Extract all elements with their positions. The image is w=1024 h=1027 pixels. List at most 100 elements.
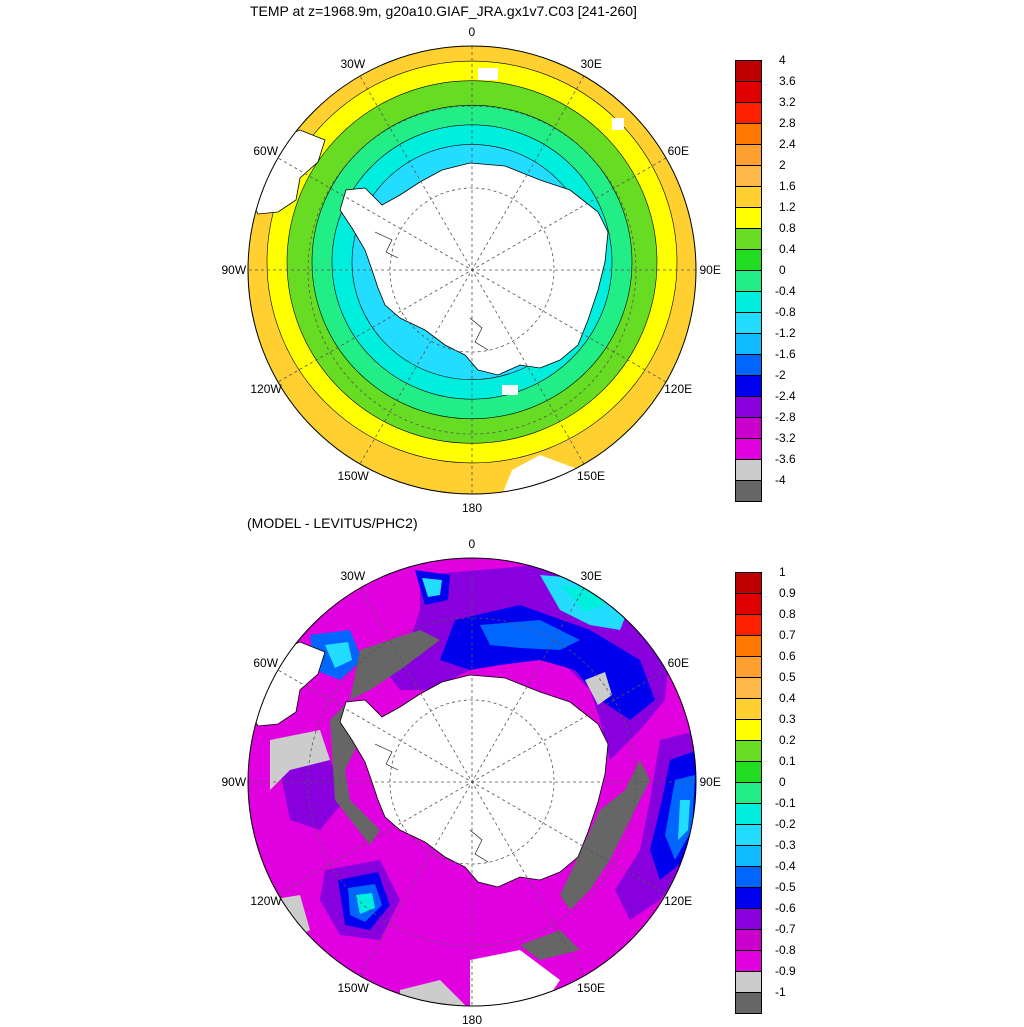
top-map-border [247,45,697,495]
colorbar-swatch [735,635,762,657]
longitude-label: 30E [580,56,602,71]
colorbar-swatch [735,908,762,930]
colorbar-swatch [735,614,762,636]
colorbar-swatch [735,207,762,229]
longitude-label: 180 [462,1013,483,1027]
colorbar-tick-label: 4 [779,53,786,67]
colorbar-swatch [735,438,762,460]
colorbar-swatch [735,929,762,951]
colorbar-swatch [735,417,762,439]
colorbar-swatch [735,698,762,720]
colorbar-tick-label: 0.9 [779,586,796,600]
colorbar-swatch [735,354,762,376]
meridian-line [359,587,585,977]
colorbar-tick-label: 2.4 [779,137,796,151]
colorbar-swatch [735,572,762,594]
colorbar-swatch [735,228,762,250]
longitude-label: 90W [221,775,247,789]
colorbar-tick-label: -0.9 [775,964,796,978]
colorbar-swatch [735,677,762,699]
top-polar-map [248,46,696,494]
colorbar-tick-label: -1 [775,985,786,999]
colorbar-swatch [735,845,762,867]
longitude-label: 150E [577,981,606,996]
bottom-map-border [247,557,697,1007]
colorbar-tick-label: 3.6 [779,74,796,88]
colorbar-tick-label: -0.3 [775,838,796,852]
colorbar-tick-label: -2.8 [775,410,796,424]
colorbar-tick-label: 1.2 [779,200,796,214]
colorbar-tick-label: 0 [779,775,786,789]
longitude-label: 60E [667,656,689,670]
longitude-label: 0 [468,25,476,39]
colorbar-tick-label: -3.2 [775,431,796,445]
colorbar-tick-label: -4 [775,473,786,487]
longitude-label: 120W [250,894,282,908]
colorbar-tick-label: -1.6 [775,347,796,361]
colorbar-swatch [735,887,762,909]
colorbar-tick-label: 2 [779,158,786,172]
colorbar-swatch [735,740,762,762]
colorbar-swatch [735,291,762,313]
longitude-label: 30W [340,568,366,583]
colorbar-tick-label: 0.8 [779,221,796,235]
colorbar-swatch [735,950,762,972]
longitude-label: 30E [580,568,602,583]
meridian-line [359,75,585,465]
longitude-label: 90W [221,263,247,277]
colorbar-swatch [735,866,762,888]
colorbar-tick-label: -2.4 [775,389,796,403]
longitude-label: 150W [337,469,369,484]
colorbar-tick-label: 0.4 [779,691,796,705]
longitude-label: 150W [337,981,369,996]
colorbar-tick-label: 0.2 [779,733,796,747]
colorbar-swatch [735,480,762,502]
colorbar-swatch [735,270,762,292]
colorbar-tick-label: 0.1 [779,754,796,768]
longitude-label: 60W [253,656,279,670]
colorbar-swatch [735,459,762,481]
longitude-label: 60W [253,144,279,158]
colorbar-tick-label: -0.2 [775,817,796,831]
longitude-label: 90E [699,775,721,789]
colorbar-tick-label: 1.6 [779,179,796,193]
colorbar-tick-label: 0.4 [779,242,796,256]
colorbar-swatch [735,761,762,783]
colorbar-tick-label: 0.7 [779,628,796,642]
colorbar-swatch [735,719,762,741]
colorbar-tick-label: 2.8 [779,116,796,130]
colorbar-tick-label: 0.8 [779,607,796,621]
colorbar-tick-label: -0.4 [775,859,796,873]
colorbar-tick-label: 3.2 [779,95,796,109]
longitude-label: 120W [250,382,282,396]
colorbar-swatch [735,396,762,418]
colorbar-swatch [735,375,762,397]
longitude-label: 90E [699,263,721,277]
bottom-polar-map [248,558,696,1006]
longitude-label: 0 [468,537,476,551]
colorbar-swatch [735,186,762,208]
colorbar-swatch [735,312,762,334]
top-panel-title: TEMP at z=1968.9m, g20a10.GIAF_JRA.gx1v7… [250,3,637,19]
colorbar-tick-label: 0.5 [779,670,796,684]
colorbar-swatch [735,60,762,82]
colorbar-swatch [735,165,762,187]
colorbar-tick-label: -2 [775,368,786,382]
bottom-panel-title: (MODEL - LEVITUS/PHC2) [247,515,418,531]
colorbar-tick-label: -0.8 [775,943,796,957]
colorbar-tick-label: 1 [779,565,786,579]
longitude-label: 30W [340,56,366,71]
colorbar-tick-label: 0 [779,263,786,277]
colorbar-tick-label: -1.2 [775,326,796,340]
longitude-label: 120E [664,894,693,908]
colorbar-swatch [735,249,762,271]
colorbar-swatch [735,656,762,678]
colorbar-tick-label: -0.6 [775,901,796,915]
colorbar-swatch [735,102,762,124]
colorbar-swatch [735,81,762,103]
colorbar-swatch [735,593,762,615]
colorbar-swatch [735,782,762,804]
colorbar-tick-label: 0.6 [779,649,796,663]
colorbar-tick-label: -0.8 [775,305,796,319]
